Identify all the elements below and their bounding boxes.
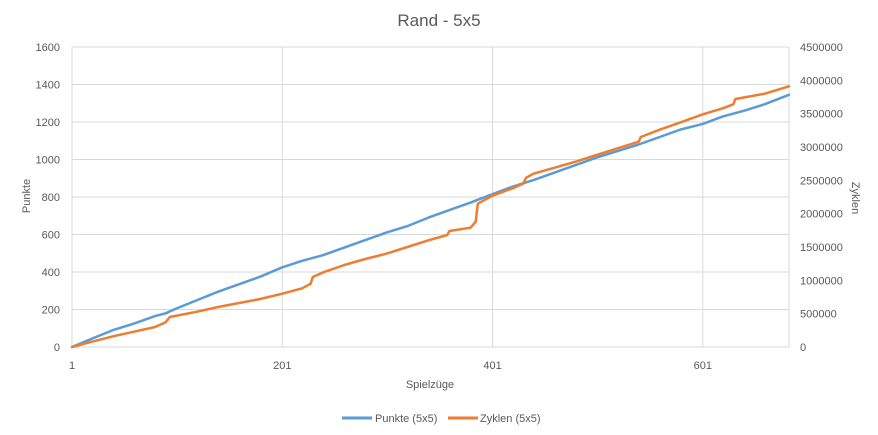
x-tick-label-1: 201 [273,360,291,372]
y2-tick-label-1: 500000 [800,309,837,321]
legend: Punkte (5x5) Zyklen (5x5) [342,413,541,425]
y-tick-label-2: 400 [42,267,60,279]
series-group [70,85,791,349]
y2-tick-label-7: 3500000 [800,109,843,121]
y2-axis-title: Zyklen [849,182,861,214]
x-tick-label-2: 401 [483,360,501,372]
legend-label-punkte: Punkte (5x5) [375,413,437,425]
y-tick-label-8: 1600 [36,42,60,54]
y-tick-label-1: 200 [42,305,60,317]
y2-tick-label-8: 4000000 [800,75,843,87]
y2-tick-label-5: 2500000 [800,175,843,187]
y2-tick-label-2: 1000000 [800,275,843,287]
y-tick-label-4: 800 [42,192,60,204]
y-axis-right: 0 500000 1000000 1500000 2000000 2500000 30000… [800,42,843,354]
y-tick-label-6: 1200 [36,117,60,129]
gridlines [71,46,790,348]
chart-title: Rand - 5x5 [397,11,480,30]
y2-tick-label-0: 0 [800,342,806,354]
y2-tick-label-3: 1500000 [800,242,843,254]
y2-tick-label-9: 4500000 [800,42,843,54]
y-tick-label-0: 0 [54,342,60,354]
y-axis-left: 0 200 400 600 800 1000 1200 1400 1600 [36,42,60,354]
x-axis-title: Spielzüge [406,379,454,391]
x-axis: 1 201 401 601 [69,360,712,372]
x-tick-label-3: 601 [694,360,712,372]
series-line-zyklen [70,85,791,349]
y2-tick-label-4: 2000000 [800,209,843,221]
y2-tick-label-6: 3000000 [800,142,843,154]
legend-label-zyklen: Zyklen (5x5) [480,413,541,425]
y-tick-label-5: 1000 [36,155,60,167]
series-line-punkte [70,93,791,349]
x-tick-label-0: 1 [69,360,75,372]
y-axis-title: Punkte [21,179,33,213]
y-tick-label-7: 1400 [36,80,60,92]
y-tick-label-3: 600 [42,230,60,242]
